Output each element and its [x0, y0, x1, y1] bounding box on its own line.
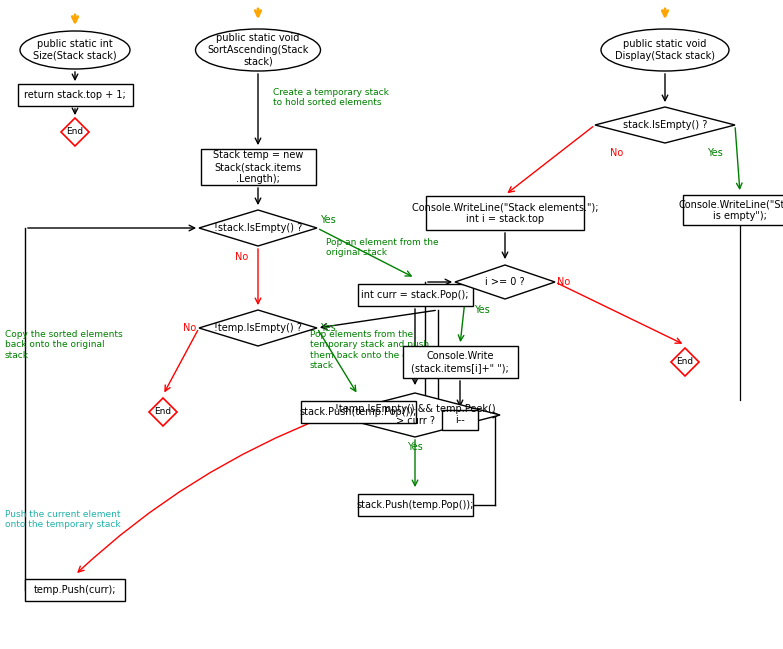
- Polygon shape: [595, 107, 735, 143]
- Text: Yes: Yes: [474, 305, 490, 315]
- Text: Console.WriteLine("Stack elements.");
int i = stack.top: Console.WriteLine("Stack elements."); in…: [412, 202, 598, 224]
- Bar: [17, 84, 132, 106]
- Bar: [301, 401, 416, 423]
- Text: No: No: [557, 277, 570, 287]
- Bar: [358, 284, 472, 306]
- Bar: [402, 346, 518, 378]
- Text: i--: i--: [455, 415, 465, 425]
- Polygon shape: [199, 310, 317, 346]
- Text: stack.Push(temp.Pop());: stack.Push(temp.Pop());: [356, 500, 474, 510]
- Polygon shape: [455, 265, 555, 299]
- Text: Yes: Yes: [320, 215, 336, 225]
- Text: No: No: [319, 410, 332, 420]
- Text: Copy the sorted elements
back onto the original
stack: Copy the sorted elements back onto the o…: [5, 330, 123, 360]
- Text: No: No: [235, 252, 248, 262]
- Text: Pop an element from the
original stack: Pop an element from the original stack: [326, 238, 438, 258]
- Text: public static void
Display(Stack stack): public static void Display(Stack stack): [615, 39, 715, 61]
- Text: stack.Push(temp.Pop());: stack.Push(temp.Pop());: [299, 407, 417, 417]
- Text: Push the current element
onto the temporary stack: Push the current element onto the tempor…: [5, 510, 121, 530]
- Text: Stack temp = new
Stack(stack.items
.Length);: Stack temp = new Stack(stack.items .Leng…: [213, 151, 303, 184]
- Bar: [442, 410, 478, 430]
- Text: Console.Write
(stack.items[i]+" ");: Console.Write (stack.items[i]+" ");: [411, 351, 509, 373]
- Bar: [25, 579, 125, 601]
- Text: i >= 0 ?: i >= 0 ?: [485, 277, 525, 287]
- Text: Console.WriteLine("Stack
is empty");: Console.WriteLine("Stack is empty");: [678, 199, 783, 221]
- Bar: [358, 494, 472, 516]
- Text: return stack.top + 1;: return stack.top + 1;: [24, 90, 126, 100]
- Text: Pop elements from the
temporary stack and push
them back onto the original
stack: Pop elements from the temporary stack an…: [310, 330, 436, 370]
- Bar: [200, 149, 316, 185]
- Text: int curr = stack.Pop();: int curr = stack.Pop();: [361, 290, 469, 300]
- Text: Create a temporary stack
to hold sorted elements: Create a temporary stack to hold sorted …: [273, 88, 389, 107]
- Bar: [426, 196, 584, 230]
- Text: End: End: [677, 358, 694, 367]
- Text: public static void
SortAscending(Stack
stack): public static void SortAscending(Stack s…: [207, 33, 309, 67]
- Text: temp.Push(curr);: temp.Push(curr);: [34, 585, 116, 595]
- Text: No: No: [610, 148, 623, 158]
- Text: Yes: Yes: [707, 148, 723, 158]
- Polygon shape: [671, 348, 699, 376]
- Polygon shape: [149, 398, 177, 426]
- Text: !temp.IsEmpty() && temp.Peek()
> curr ?: !temp.IsEmpty() && temp.Peek() > curr ?: [334, 404, 496, 426]
- Polygon shape: [330, 393, 500, 437]
- Text: Yes: Yes: [407, 442, 423, 452]
- Bar: [683, 195, 783, 225]
- Polygon shape: [61, 118, 89, 146]
- Text: stack.IsEmpty() ?: stack.IsEmpty() ?: [622, 120, 707, 130]
- Polygon shape: [199, 210, 317, 246]
- Text: !stack.IsEmpty() ?: !stack.IsEmpty() ?: [214, 223, 302, 233]
- Text: End: End: [154, 408, 171, 417]
- Text: public static int
Size(Stack stack): public static int Size(Stack stack): [33, 39, 117, 61]
- Text: !temp.IsEmpty() ?: !temp.IsEmpty() ?: [214, 323, 302, 333]
- Text: Yes: Yes: [320, 323, 336, 333]
- Text: End: End: [67, 127, 84, 136]
- Text: No: No: [182, 323, 196, 333]
